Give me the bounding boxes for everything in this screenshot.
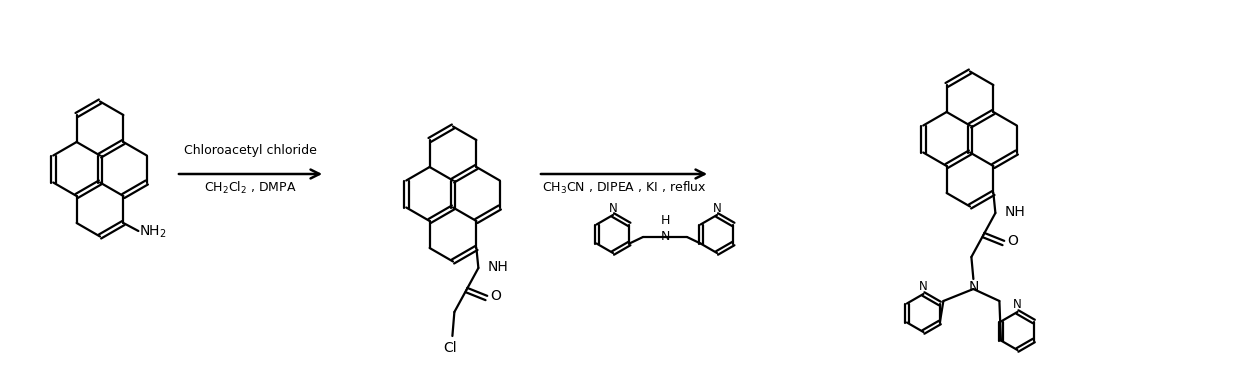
- Text: N: N: [968, 280, 978, 294]
- Text: H: H: [661, 214, 670, 227]
- Text: N: N: [661, 230, 670, 243]
- Text: NH: NH: [487, 260, 508, 274]
- Text: O: O: [1007, 234, 1018, 248]
- Text: N: N: [713, 202, 722, 215]
- Text: CH$_3$CN , DIPEA , KI , reflux: CH$_3$CN , DIPEA , KI , reflux: [542, 180, 707, 196]
- Text: NH: NH: [1004, 205, 1025, 219]
- Text: Cl: Cl: [444, 341, 458, 355]
- Text: CH$_2$Cl$_2$ , DMPA: CH$_2$Cl$_2$ , DMPA: [205, 180, 296, 196]
- Text: N: N: [919, 280, 928, 293]
- Text: N: N: [1013, 298, 1022, 311]
- Text: Chloroacetyl chloride: Chloroacetyl chloride: [184, 144, 317, 157]
- Text: O: O: [490, 289, 501, 303]
- Text: NH$_2$: NH$_2$: [139, 224, 167, 240]
- Text: N: N: [609, 202, 618, 215]
